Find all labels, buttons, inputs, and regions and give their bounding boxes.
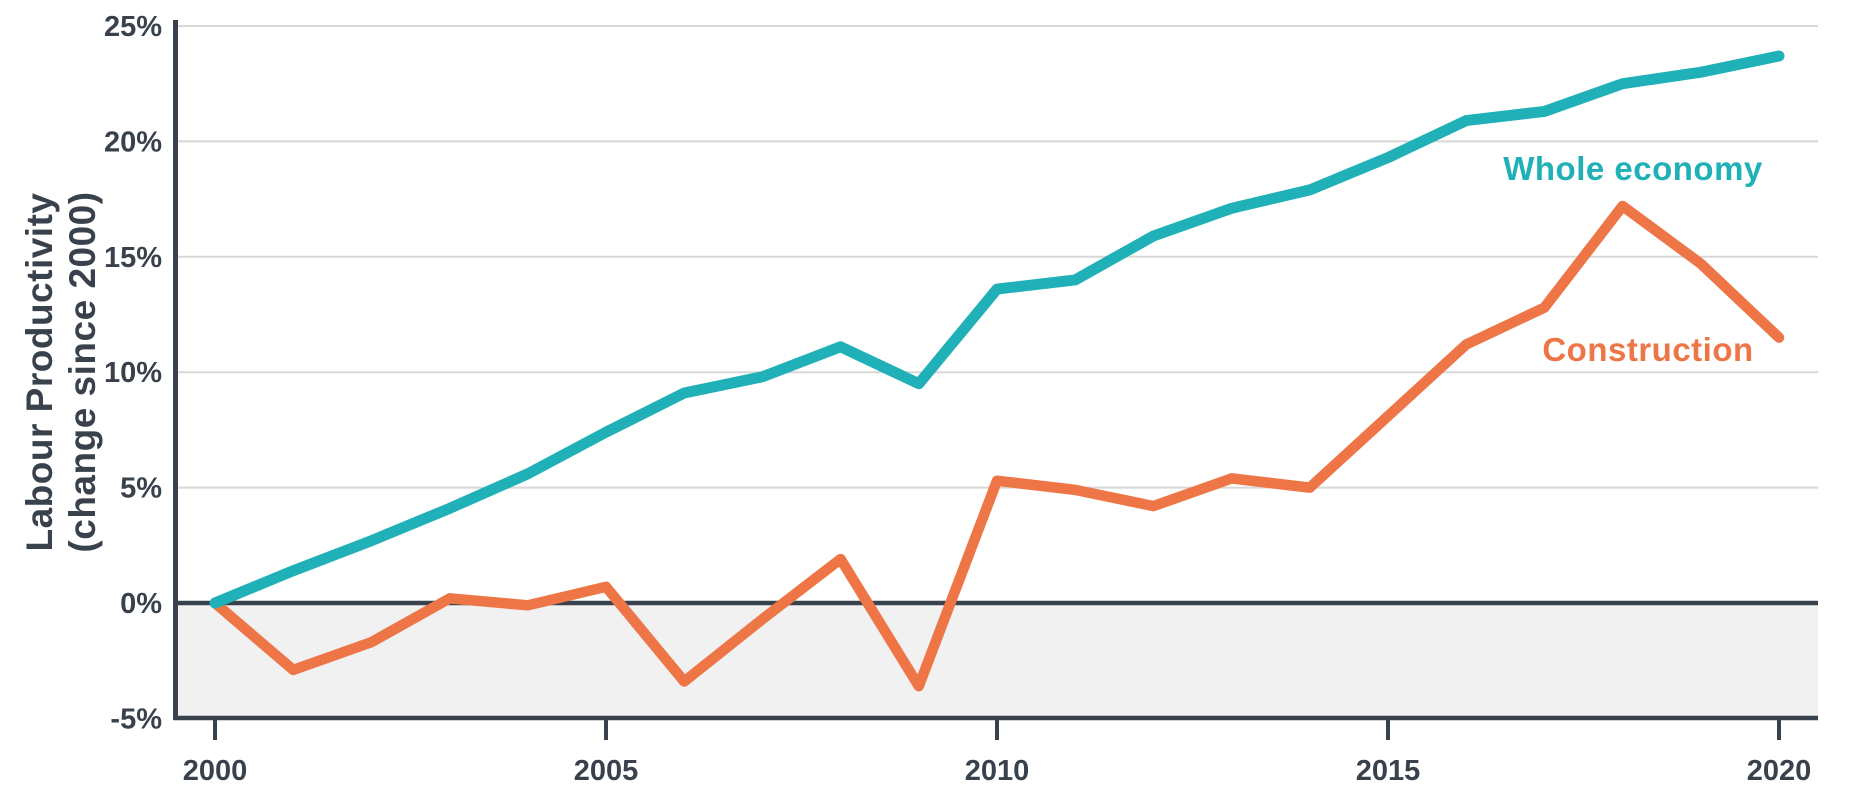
x-tick-label-2005: 2005 [574, 755, 639, 787]
series-label-whole-economy: Whole economy [1503, 150, 1763, 187]
below-zero-shade [178, 603, 1818, 718]
x-tick-label-2000: 2000 [183, 755, 248, 787]
y-axis-title: Labour Productivity (change since 2000) [19, 191, 105, 552]
y-tick-label-15pct: 15% [104, 242, 162, 274]
construction-line [209, 200, 1785, 692]
whole-economy-line [209, 50, 1785, 609]
series-label-construction: Construction [1542, 331, 1754, 368]
y-axis-title-line-1: Labour Productivity [19, 192, 61, 552]
y-tick-label-0pct: 0% [120, 588, 162, 620]
x-tick-label-2010: 2010 [965, 755, 1030, 787]
x-tick-label-2020: 2020 [1747, 755, 1812, 787]
y-tick-label--5pct: -5% [110, 703, 162, 735]
y-tick-label-5pct: 5% [120, 473, 162, 505]
y-tick-label-25pct: 25% [104, 11, 162, 43]
y-axis-title-line-2: (change since 2000) [62, 191, 103, 553]
x-tick-label-2015: 2015 [1356, 755, 1421, 787]
y-tick-label-20pct: 20% [104, 126, 162, 158]
y-tick-label-10pct: 10% [104, 357, 162, 389]
